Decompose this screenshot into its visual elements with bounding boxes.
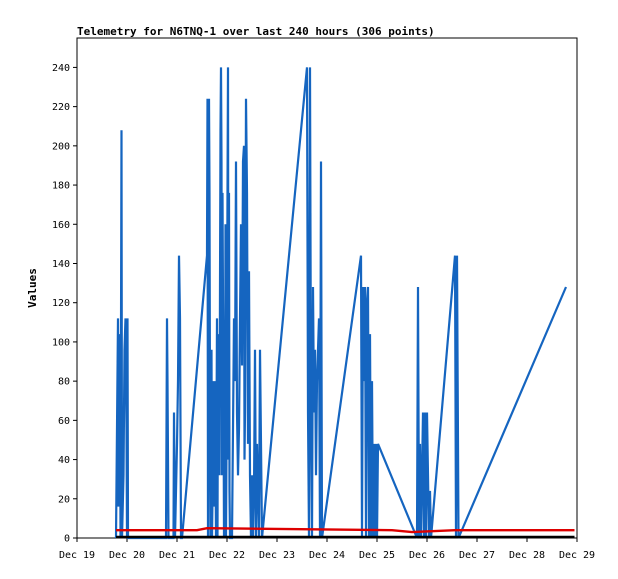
y-tick-label: 80 bbox=[58, 377, 70, 388]
y-tick-label: 220 bbox=[52, 102, 70, 113]
x-axis-ticks: Dec 19 Dec 20 Dec 21 Dec 22 Dec 23 Dec 24 Dec … bbox=[59, 538, 595, 561]
y-tick-label: 160 bbox=[52, 220, 70, 231]
x-tick-label: Dec 26 bbox=[409, 550, 445, 561]
series-line-red bbox=[116, 526, 575, 534]
x-tick-label: Dec 25 bbox=[359, 550, 395, 561]
y-tick-label: 240 bbox=[52, 63, 70, 74]
x-tick-label: Dec 24 bbox=[309, 550, 345, 561]
x-tick-label: Dec 28 bbox=[509, 550, 545, 561]
x-tick-label: Dec 23 bbox=[259, 550, 295, 561]
x-tick-label: Dec 29 bbox=[559, 550, 595, 561]
y-axis-label: Values bbox=[26, 268, 39, 308]
y-tick-label: 60 bbox=[58, 416, 70, 427]
chart-title: Telemetry for N6TNQ-1 over last 240 hour… bbox=[77, 25, 435, 38]
y-tick-label: 200 bbox=[52, 141, 70, 152]
y-tick-label: 20 bbox=[58, 494, 70, 505]
y-tick-label: 40 bbox=[58, 455, 70, 466]
y-tick-label: 0 bbox=[64, 534, 70, 545]
plot-frame bbox=[76, 37, 578, 539]
x-tick-label: Dec 22 bbox=[209, 550, 245, 561]
y-tick-label: 140 bbox=[52, 259, 70, 270]
series-layer bbox=[114, 67, 575, 540]
y-tick-label: 100 bbox=[52, 337, 70, 348]
y-tick-label: 120 bbox=[52, 298, 70, 309]
y-axis-ticks: 0 20 40 60 80 100 120 140 160 180 200 220 240 bbox=[52, 63, 77, 545]
x-tick-label: Dec 21 bbox=[159, 550, 195, 561]
x-tick-label: Dec 20 bbox=[109, 550, 145, 561]
x-tick-label: Dec 27 bbox=[459, 550, 495, 561]
x-tick-label: Dec 19 bbox=[59, 550, 95, 561]
series-line-blue bbox=[114, 67, 568, 540]
y-tick-label: 180 bbox=[52, 181, 70, 192]
